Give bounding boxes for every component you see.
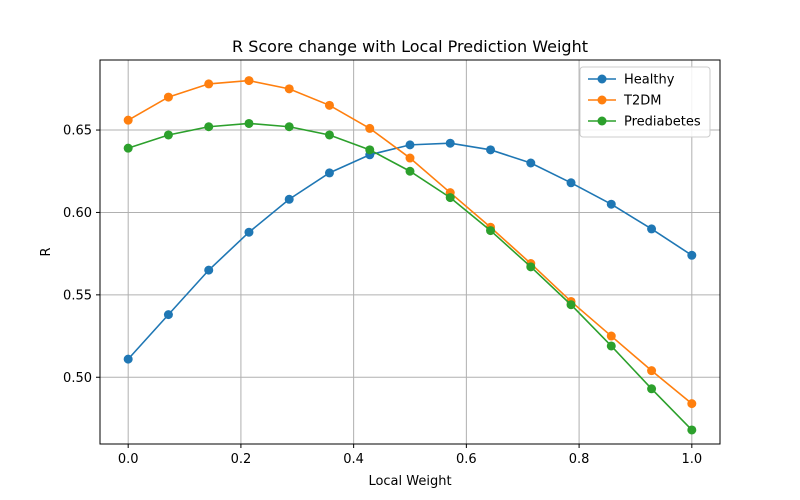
data-point — [163, 310, 173, 320]
data-point — [324, 168, 334, 178]
data-point — [324, 130, 334, 140]
ticks-layer: 0.0 0.2 0.4 0.6 0.8 1.0 0.50 0.55 0.60 0.65 — [63, 124, 702, 467]
data-point — [123, 115, 133, 125]
y-tick-label: 0.55 — [63, 288, 92, 303]
data-point — [647, 224, 657, 234]
data-point — [606, 199, 616, 209]
x-tick-label: 1.0 — [681, 452, 702, 467]
legend-marker — [597, 116, 607, 126]
series-prediabetes — [123, 118, 697, 435]
x-tick-label: 0.4 — [343, 452, 364, 467]
data-point — [123, 143, 133, 153]
data-point — [244, 118, 254, 128]
legend-item-prediabetes: Prediabetes — [588, 115, 701, 130]
x-tick-label: 0.2 — [231, 452, 252, 467]
data-point — [445, 138, 455, 148]
data-point — [687, 425, 697, 435]
data-point — [445, 193, 455, 203]
data-point — [365, 145, 375, 155]
data-point — [405, 166, 415, 176]
data-point — [566, 178, 576, 188]
data-point — [324, 100, 334, 110]
data-point — [687, 250, 697, 260]
data-point — [566, 300, 576, 310]
legend-box — [579, 66, 711, 138]
legend-item-t2dm: T2DM — [588, 94, 661, 109]
legend-label: T2DM — [623, 94, 661, 109]
data-point — [284, 194, 294, 204]
y-tick-label: 0.50 — [63, 371, 92, 386]
data-point — [486, 226, 496, 236]
y-tick-label: 0.65 — [63, 124, 92, 139]
data-point — [647, 366, 657, 376]
data-point — [687, 399, 697, 409]
legend-marker — [597, 74, 607, 84]
x-tick-label: 0.6 — [456, 452, 477, 467]
data-point — [244, 227, 254, 237]
data-point — [606, 341, 616, 351]
plot-frame — [99, 59, 721, 445]
data-point — [606, 331, 616, 341]
data-point — [526, 262, 536, 272]
data-point — [204, 265, 214, 275]
legend-label: Prediabetes — [624, 115, 701, 130]
legend-marker — [597, 95, 607, 105]
legend-item-healthy: Healthy — [588, 73, 675, 88]
series-layer — [123, 76, 697, 435]
data-point — [405, 140, 415, 150]
data-point — [244, 76, 254, 86]
data-point — [163, 130, 173, 140]
data-point — [123, 354, 133, 364]
chart-title: R Score change with Local Prediction Wei… — [232, 37, 588, 56]
x-tick-label: 0.0 — [118, 452, 139, 467]
x-tick-label: 0.8 — [569, 452, 590, 467]
data-point — [526, 158, 536, 168]
data-point — [284, 122, 294, 132]
data-point — [163, 92, 173, 102]
y-axis-label: R — [39, 247, 54, 256]
y-tick-label: 0.60 — [63, 206, 92, 221]
data-point — [365, 123, 375, 133]
legend: Healthy T2DM Prediabetes — [579, 66, 711, 138]
data-point — [405, 153, 415, 163]
x-axis-label: Local Weight — [368, 474, 451, 489]
data-point — [204, 122, 214, 132]
data-point — [204, 79, 214, 89]
data-point — [647, 384, 657, 394]
data-point — [486, 145, 496, 155]
legend-label: Healthy — [624, 73, 675, 88]
data-point — [284, 84, 294, 94]
